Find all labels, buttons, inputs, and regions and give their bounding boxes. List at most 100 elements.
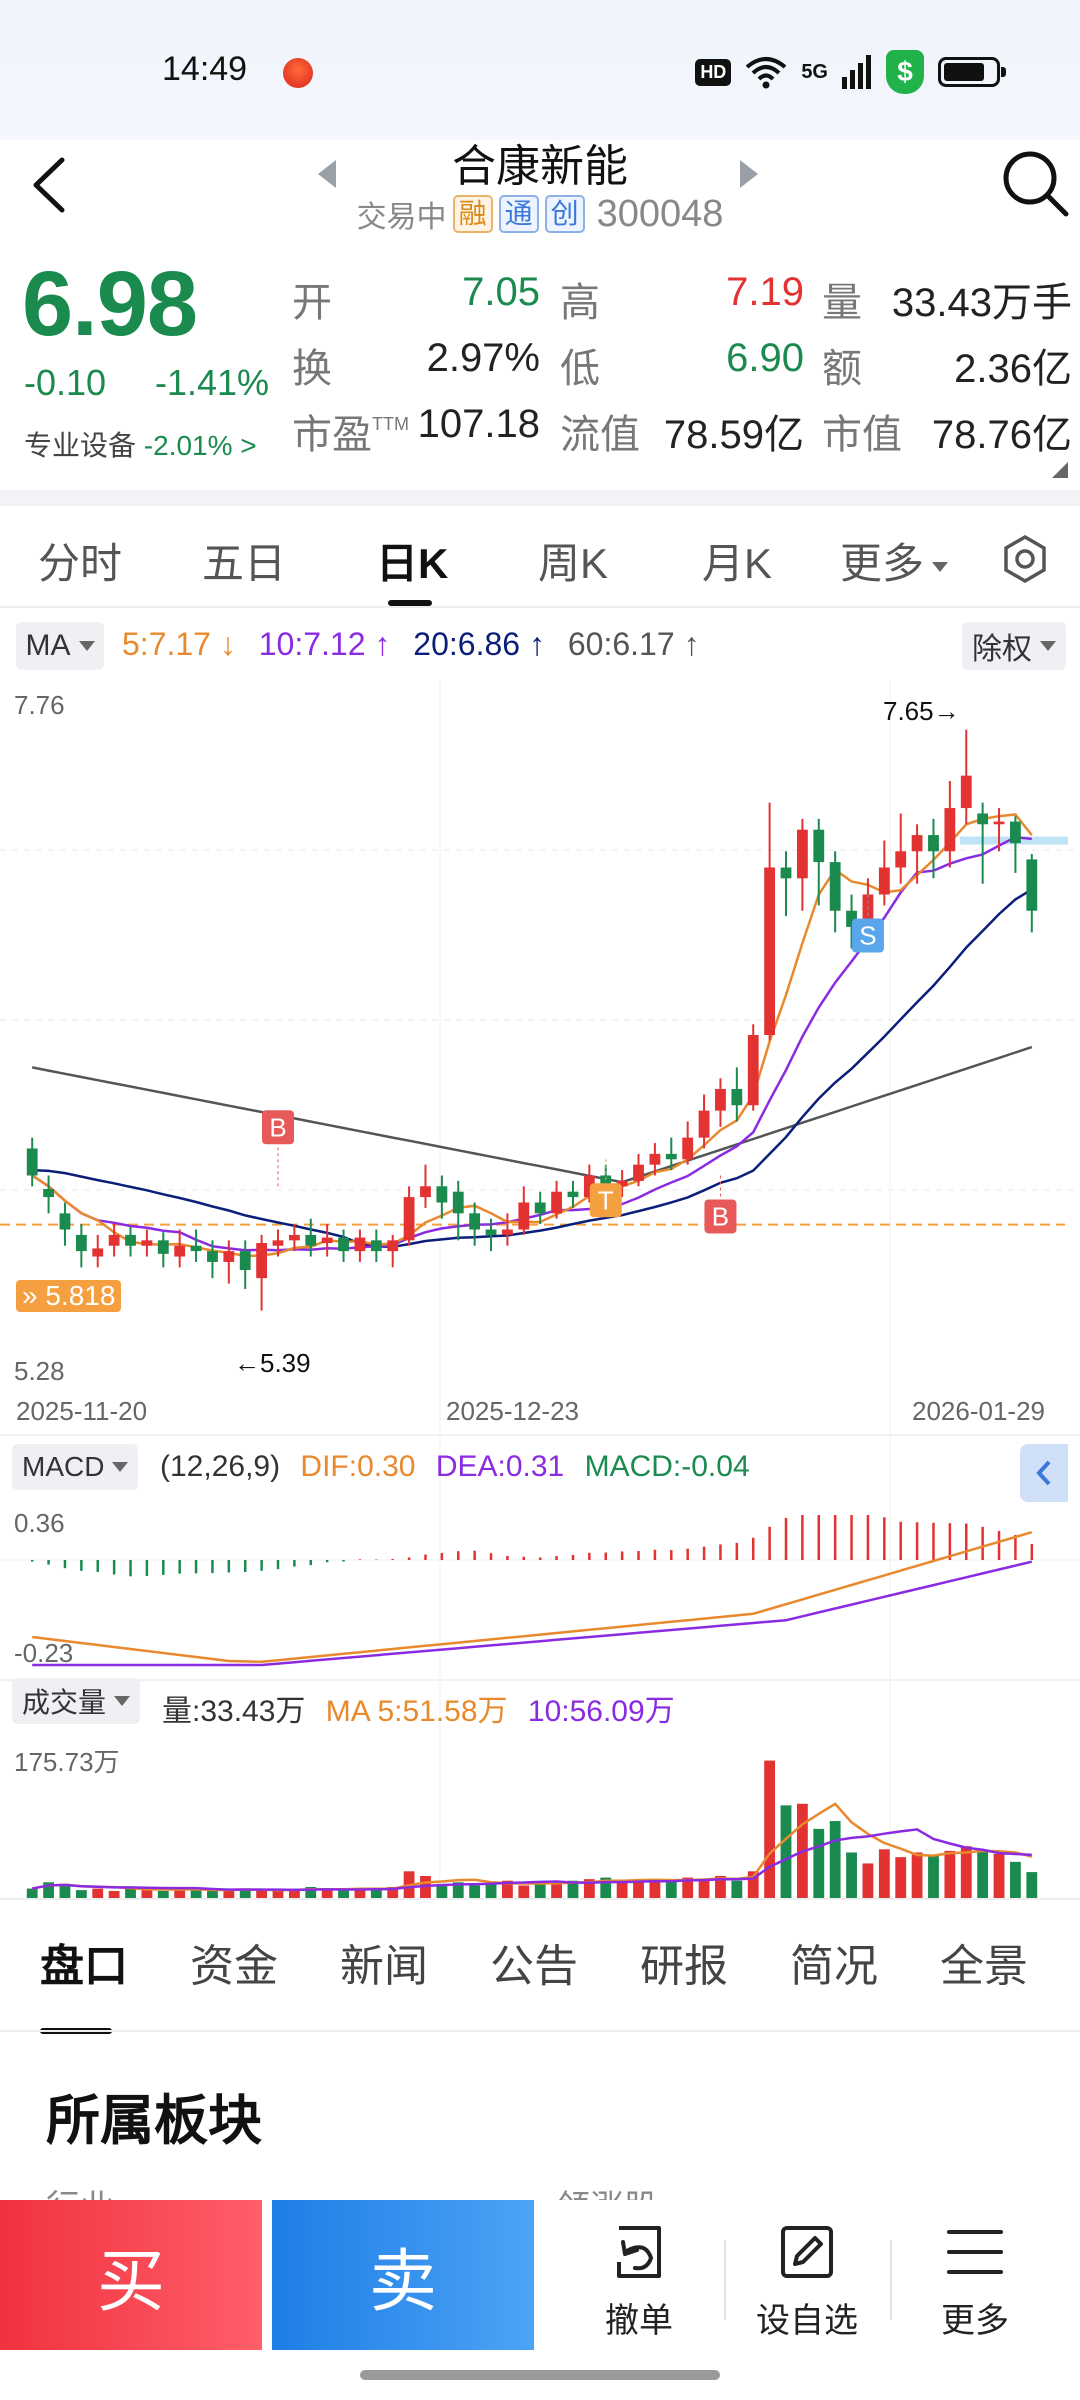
tab-order-book[interactable]: 盘口: [40, 1942, 128, 1991]
tab-research[interactable]: 研报: [640, 1942, 728, 1991]
macd-dif-line: [32, 1531, 1033, 1664]
price-change: -0.10: [24, 362, 107, 403]
cancel-order-label: 撤单: [605, 2302, 673, 2340]
sector-link[interactable]: 专业设备 -2.01% >: [24, 424, 257, 464]
candle-body: [43, 1188, 54, 1198]
stat-open-value: 7.05: [462, 270, 540, 314]
candle-body: [600, 1175, 612, 1187]
candle-body: [92, 1248, 104, 1257]
candle-body: [485, 1229, 497, 1235]
more-menu-label: 更多: [941, 2302, 1009, 2340]
tab-announcements[interactable]: 公告: [490, 1942, 578, 1991]
tab-five-day[interactable]: 五日: [202, 540, 287, 587]
search-icon[interactable]: [1000, 148, 1070, 218]
stat-float-cap-value: 78.59亿: [663, 413, 804, 457]
tag-chinext: 创: [544, 195, 585, 233]
candle-body: [715, 1089, 726, 1111]
candle-body: [895, 851, 907, 868]
tab-monthly-k[interactable]: 月K: [702, 540, 773, 587]
collapse-panel-button[interactable]: [1020, 1444, 1068, 1502]
candle-body: [960, 775, 972, 809]
candle-body: [157, 1240, 169, 1254]
volume-bar: [92, 1888, 104, 1898]
stat-turnover-label: 换: [292, 347, 332, 391]
tab-overview[interactable]: 全景: [940, 1942, 1028, 1991]
indicator-selector[interactable]: MA: [16, 622, 104, 670]
candle-body: [141, 1240, 153, 1246]
ma-values: 5:7.17 ↓ 10:7.12 ↑ 20:6.86 ↑ 60:6.17 ↑: [122, 626, 714, 663]
chart-settings-icon[interactable]: [1000, 534, 1050, 584]
more-menu-button[interactable]: 更多: [900, 2200, 1050, 2350]
cancel-order-button[interactable]: 撤单: [564, 2200, 714, 2350]
volume-bar: [321, 1888, 333, 1898]
volume-bar: [878, 1849, 890, 1898]
volume-bar: [1026, 1872, 1038, 1898]
network-type-icon: 5G: [801, 60, 828, 83]
section-divider: [0, 490, 1080, 506]
prev-stock-arrow[interactable]: [318, 160, 336, 188]
candle-body: [354, 1237, 366, 1252]
tab-daily-k[interactable]: 日K: [376, 540, 449, 587]
stat-pe-value: 107.18: [417, 402, 540, 446]
buy-signal-marker-badge: [262, 1110, 294, 1145]
volume-bar: [239, 1888, 251, 1898]
candle-body: [305, 1234, 317, 1246]
info-tabs: 盘口 资金 新闻 公告 研报 简况 全景: [0, 1930, 1080, 2034]
price-line-label: » 5.818: [16, 1280, 122, 1312]
kline-chart[interactable]: B B T S: [0, 680, 1080, 1900]
volume-bar: [698, 1879, 710, 1898]
tab-capital[interactable]: 资金: [190, 1942, 278, 1991]
volume-bar: [960, 1846, 972, 1898]
candle-body: [665, 1153, 677, 1160]
volume-bar: [1010, 1861, 1021, 1898]
tab-intraday[interactable]: 分时: [38, 540, 123, 587]
volume-bar: [731, 1880, 743, 1898]
back-button[interactable]: [22, 150, 82, 220]
volume-bar: [288, 1889, 300, 1898]
volume-bar: [665, 1880, 677, 1898]
candle-body: [338, 1237, 349, 1252]
volume-bar: [862, 1863, 874, 1898]
candle-body: [993, 821, 1005, 825]
candle-body: [26, 1148, 38, 1176]
volume-bar: [682, 1877, 694, 1898]
stock-subtitle: 交易中 融 通 创 300048: [0, 192, 1080, 236]
price-change-pct: -1.41%: [155, 362, 270, 403]
stat-volume-label: 量: [822, 281, 862, 325]
expand-stats-toggle[interactable]: [1052, 462, 1068, 478]
edit-icon: [781, 2226, 833, 2278]
ma10-value: 10:7.12 ↑: [258, 626, 391, 662]
candle-body: [583, 1175, 595, 1198]
active-tab-indicator: [388, 600, 432, 606]
volume-bar: [502, 1880, 513, 1898]
candle-body: [518, 1202, 530, 1230]
ma20-value: 20:6.86 ↑: [413, 626, 545, 662]
tab-profile[interactable]: 简况: [790, 1942, 878, 1991]
trading-state: 交易中: [356, 201, 447, 234]
ma20-line: [32, 888, 1033, 1249]
adjust-selector[interactable]: 除权: [962, 622, 1066, 670]
volume-selector[interactable]: 成交量: [12, 1678, 141, 1724]
volume-bar: [305, 1887, 317, 1898]
chevron-left-icon: [1036, 1460, 1051, 1486]
buy-button[interactable]: 买: [0, 2200, 262, 2350]
next-stock-arrow[interactable]: [740, 160, 758, 188]
volume-bar: [174, 1889, 186, 1898]
macd-selector[interactable]: MACD: [12, 1444, 139, 1490]
candle-body: [551, 1191, 562, 1214]
tab-news[interactable]: 新闻: [340, 1942, 428, 1991]
macd-dif: DIF:0.30: [300, 1450, 416, 1483]
candle-body: [977, 813, 989, 825]
tab-weekly-k[interactable]: 周K: [538, 540, 609, 587]
add-watchlist-button[interactable]: 设自选: [732, 2200, 882, 2350]
macd-params: (12,26,9): [160, 1450, 281, 1483]
candle-body: [682, 1137, 694, 1160]
volume-bar: [747, 1871, 759, 1898]
tab-more[interactable]: 更多: [840, 530, 949, 591]
home-indicator[interactable]: [360, 2370, 720, 2380]
sell-button[interactable]: 卖: [272, 2200, 534, 2350]
volume-bar: [452, 1882, 464, 1898]
battery-icon: [938, 57, 1006, 87]
volume-bar: [370, 1889, 382, 1898]
stat-turnover-value: 2.97%: [426, 336, 540, 380]
